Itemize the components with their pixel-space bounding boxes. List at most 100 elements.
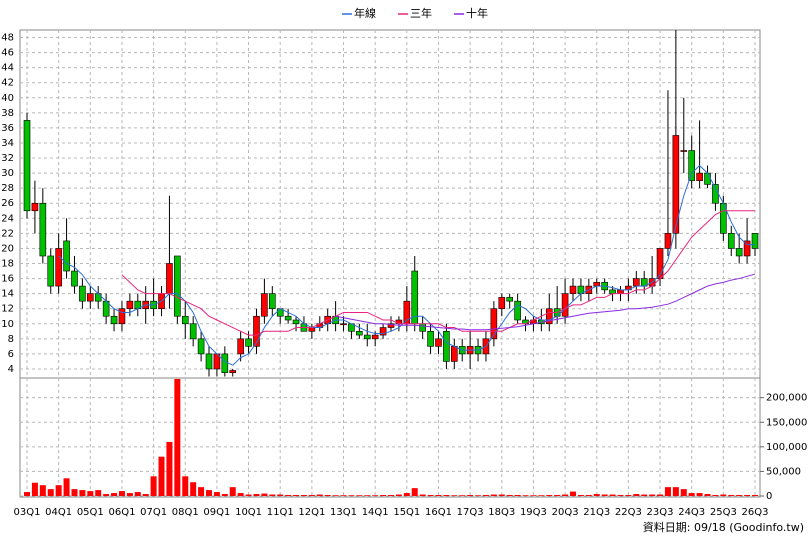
volume-bar [538,495,545,496]
volume-bar [293,495,300,496]
y-tick-label: 46 [1,48,14,59]
volume-bar [736,495,743,496]
x-tick-label: 16Q1 [425,507,452,518]
candle-body [237,338,244,355]
volume-bar [229,487,236,496]
y-tick-label: 22 [1,228,14,239]
volume-bar [31,482,38,496]
volume-bar [316,494,323,496]
volume-bar [403,493,410,496]
volume-bar [79,490,86,496]
volume-bar [324,495,331,496]
x-tick-label: 11Q1 [267,507,294,518]
candle-body [427,330,434,347]
candle-body [379,327,387,336]
candle-body [197,338,205,355]
candle-body [443,330,450,362]
plot-frame [19,29,761,498]
candle-body [71,270,78,287]
x-tick-label: 18Q3 [488,507,515,518]
y-tick-label: 44 [1,63,14,74]
candle-body [118,308,126,325]
volume-bar [459,495,466,496]
volume-bar [664,487,671,496]
ma-line [335,273,756,331]
candle-body [31,202,39,212]
volume-bar [253,494,260,496]
volume-bar [752,495,758,496]
volume-bar [482,495,489,496]
candle-body [743,240,751,257]
x-tick-label: 10Q1 [235,507,262,518]
volume-bar [190,482,197,496]
y2-tick-label: 200,000 [766,393,807,404]
candle-body [253,315,260,347]
y-tick-label: 14 [1,289,14,300]
y-tick-label: 40 [1,93,14,104]
volume-bar [95,490,102,496]
x-tick-label: 20Q3 [552,507,579,518]
volume-bar [380,495,387,496]
volume-bar [340,495,347,496]
volume-bar [269,494,276,496]
y-tick-label: 4 [8,364,14,375]
x-tick-label: 24Q3 [678,507,705,518]
candle-body [696,172,703,181]
volume-bar [601,494,608,496]
volume-bar [617,495,624,496]
candle-body [490,308,498,340]
candle-body [94,293,102,302]
volume-bar [166,441,173,496]
candle-body [221,353,229,374]
volume-bar [554,495,561,496]
volume-bar [237,493,244,496]
candle-body [205,353,213,370]
candle-body [387,323,395,328]
y-tick-label: 30 [1,168,14,179]
candle-body [126,300,134,310]
volume-bar [332,495,339,496]
volume-bar [680,489,687,496]
volume-bar [506,495,513,496]
volume-bar [435,495,442,496]
candle-body [371,334,379,340]
candle-body [561,293,569,317]
volume-bar [158,456,165,496]
volume-bar [593,494,600,496]
y-tick-label: 38 [1,108,14,119]
volume-bar [395,494,402,496]
candle-body [735,248,743,257]
x-tick-label: 06Q1 [108,507,135,518]
volume-bar [182,476,189,496]
volume-bar [609,494,616,496]
candle-body [435,338,442,347]
candle-body [23,120,31,212]
y-tick-label: 36 [1,123,14,134]
volume-bar [562,494,569,496]
candle-body [569,285,577,294]
volume-bar [744,495,751,496]
y2-tick-label: 50,000 [766,466,801,477]
candle-body [340,323,347,326]
volume-bar [24,492,30,496]
y2-tick-label: 0 [766,491,772,502]
volume-bar [356,495,363,496]
volume-bar [696,493,703,496]
candle-body [751,233,759,249]
x-tick-label: 21Q3 [583,507,610,518]
volume-bar [672,487,679,496]
candle-body [79,285,86,302]
volume-bar [498,494,505,496]
volume-bar [118,491,125,496]
y-tick-label: 10 [1,319,14,330]
volume-bar [221,494,228,496]
volume-bar [443,495,450,496]
volume-bar [522,495,529,496]
candle-body [269,293,276,310]
volume-bar [142,494,149,496]
x-tick-label: 12Q1 [298,507,325,518]
volume-bar [577,495,584,496]
x-tick-label: 07Q1 [140,507,167,518]
volume-bar [213,492,220,496]
